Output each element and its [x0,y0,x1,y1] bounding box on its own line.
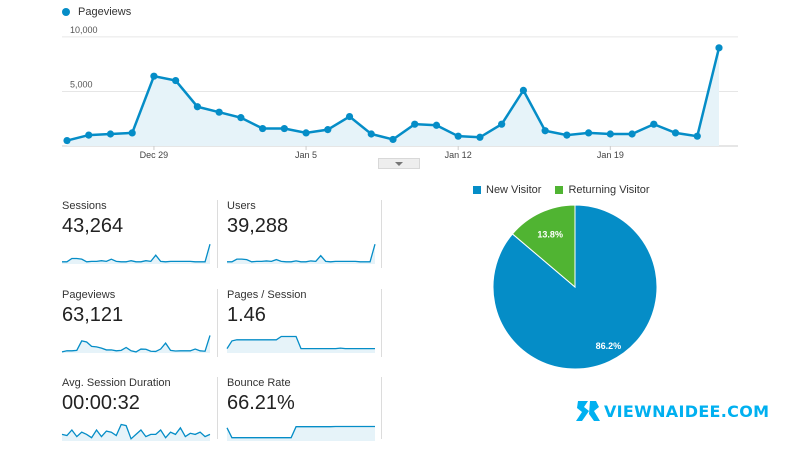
data-point[interactable] [128,129,136,137]
data-point[interactable] [345,112,354,121]
new-visitor-swatch [473,186,481,194]
metric-label: Avg. Session Duration [62,377,171,389]
metric-sparkline [226,425,375,441]
data-point[interactable] [389,135,397,144]
y-tick-label: 10,000 [70,25,98,35]
data-point[interactable] [519,86,528,94]
data-point[interactable] [215,108,223,116]
data-point[interactable] [106,130,115,138]
metric-divider [217,200,218,268]
pageviews-legend-dot [62,8,70,16]
metric-label: Sessions [62,200,107,212]
metric-value: 66.21% [227,392,295,414]
metric-label: Pageviews [62,289,116,301]
metric-value: 00:00:32 [62,392,140,414]
data-point[interactable] [563,131,571,139]
sparkline-line [227,244,376,263]
x-tick-label: Jan 19 [597,150,624,160]
site-watermark: VIEWNAIDEE.COM [574,398,769,424]
data-point[interactable] [476,133,484,141]
metric-value: 1.46 [227,304,266,326]
data-point[interactable] [628,130,636,138]
x-tick-label: Jan 5 [295,150,317,160]
data-point[interactable] [193,103,201,111]
data-point[interactable] [650,120,658,128]
metric-divider [381,377,382,439]
data-point[interactable] [454,132,462,140]
data-point[interactable] [150,72,158,80]
sparkline-line [61,423,211,440]
metric-bounce-rate[interactable]: Bounce Rate 66.21% [226,377,377,452]
chart-expand-handle[interactable] [378,158,420,169]
metric-label: Bounce Rate [227,377,291,389]
metric-avg-session-duration[interactable]: Avg. Session Duration 00:00:32 [61,377,212,452]
sparkline-area [62,424,210,441]
watermark-logo-icon [576,401,600,421]
data-point[interactable] [280,124,288,133]
metric-pageviews[interactable]: Pageviews 63,121 [61,289,212,364]
data-point[interactable] [172,76,180,85]
data-point[interactable] [85,131,93,139]
sparkline-line [226,425,375,439]
x-tick-label: Dec 29 [140,150,169,160]
visitor-pie-chart: 86.2% 13.8% [492,204,658,370]
data-point[interactable] [411,120,419,128]
metric-divider [217,289,218,357]
sparkline-line [61,335,211,353]
legend-item-returning-visitor[interactable]: Returning Visitor [555,184,650,196]
data-point[interactable] [302,129,310,137]
metric-users[interactable]: Users 39,288 [227,200,377,275]
legend-item-new-visitor[interactable]: New Visitor [473,184,541,196]
x-tick-label: Jan 12 [445,150,472,160]
watermark-text: VIEWNAIDEE.COM [604,401,770,421]
metric-divider [381,200,382,268]
metric-label: Pages / Session [227,289,307,301]
metric-sparkline [61,335,211,353]
data-point[interactable] [606,130,614,138]
pie-slice-returning-visitor[interactable] [511,204,576,289]
metric-divider [217,377,218,439]
pageviews-legend-label: Pageviews [78,6,132,18]
sparkline-area [227,426,375,441]
legend-label: Returning Visitor [568,184,650,196]
metric-value: 63,121 [62,304,124,326]
metric-sparkline [226,335,375,353]
sparkline-line [62,244,211,263]
metric-pages-per-session[interactable]: Pages / Session 1.46 [226,289,377,364]
metric-sessions[interactable]: Sessions 43,264 [62,200,212,275]
sparkline-area [227,336,375,353]
metric-sparkline [227,244,376,264]
data-point[interactable] [324,126,332,134]
returning-visitor-swatch [555,186,564,194]
pie-slice-label: 13.8% [537,229,563,239]
legend-label: New Visitor [486,184,542,196]
pie-legend: New Visitor Returning Visitor [473,184,650,196]
metric-sparkline [62,244,211,264]
y-tick-label: 5,000 [70,79,93,89]
main-chart-legend: Pageviews [62,6,131,18]
data-point[interactable] [237,114,245,122]
metric-sparkline [61,423,211,441]
data-point[interactable] [367,130,375,138]
metric-value: 39,288 [227,215,289,237]
pageviews-line-chart: 10,000 5,000 Dec 29 Jan 5 Jan 12 Jan 19 [62,25,738,160]
data-point[interactable] [585,129,593,137]
data-point[interactable] [541,127,549,135]
data-point[interactable] [671,129,680,137]
metric-value: 43,264 [62,215,124,237]
data-point[interactable] [693,132,701,140]
data-point[interactable] [498,120,506,128]
sparkline-line [226,335,375,350]
pie-slice-label: 86.2% [596,341,622,351]
data-point[interactable] [259,124,267,133]
metric-divider [381,289,382,357]
data-point[interactable] [63,136,71,145]
data-point[interactable] [432,121,441,129]
sparkline-area [62,335,210,353]
metric-label: Users [227,200,256,212]
data-point[interactable] [715,44,723,52]
chevron-down-icon [395,161,403,166]
pageviews-area-fill [67,47,719,147]
